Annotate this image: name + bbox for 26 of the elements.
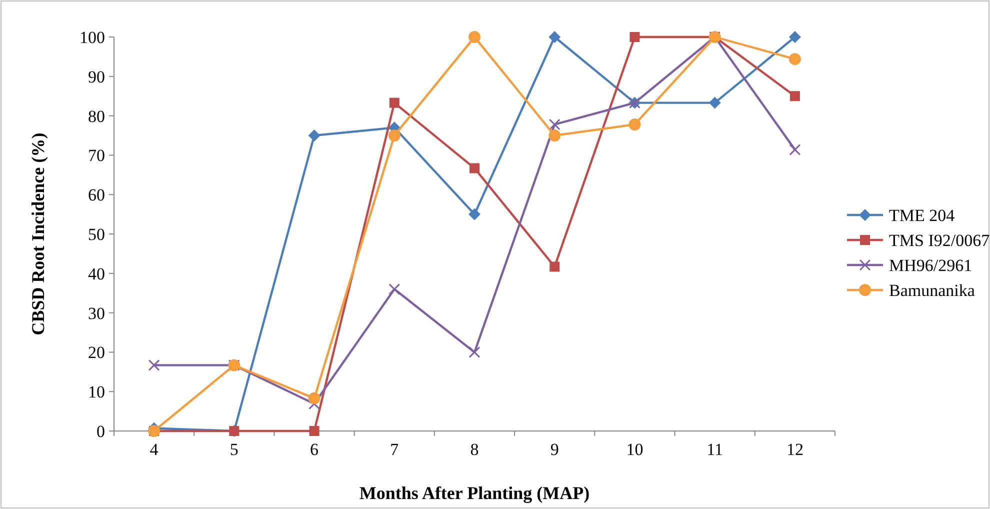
y-tick-label: 70 [88, 146, 105, 166]
y-tick-label: 20 [88, 343, 105, 362]
x-tick-label: 4 [150, 440, 159, 459]
x-tick-label: 12 [786, 440, 804, 459]
y-tick-label: 10 [88, 382, 105, 402]
y-tick-label: 50 [88, 224, 105, 244]
y-tick-label: 80 [88, 106, 105, 126]
legend-label: MH96/2961 [889, 256, 972, 275]
y-tick-label: 90 [88, 67, 105, 86]
y-tick-label: 60 [88, 186, 105, 205]
y-tick-label: 30 [88, 304, 105, 323]
x-tick-label: 11 [706, 440, 724, 459]
x-tick-label: 8 [470, 440, 479, 459]
y-tick-label: 0 [96, 422, 105, 441]
x-tick-label: 5 [230, 440, 238, 459]
legend-label: Bamunanika [889, 280, 976, 300]
y-axis-title: CBSD Root Incidence (%) [28, 132, 48, 336]
x-tick-label: 10 [626, 440, 644, 459]
x-tick-label: 9 [550, 440, 559, 459]
x-axis-title: Months After Planting (MAP) [359, 483, 590, 503]
x-tick-label: 7 [390, 440, 400, 459]
legend-label: TMS I92/0067 [889, 230, 990, 250]
y-tick-label: 40 [88, 264, 105, 284]
x-tick-label: 6 [310, 440, 319, 459]
y-tick-label: 100 [80, 28, 105, 47]
legend-label: TME 204 [889, 206, 956, 225]
